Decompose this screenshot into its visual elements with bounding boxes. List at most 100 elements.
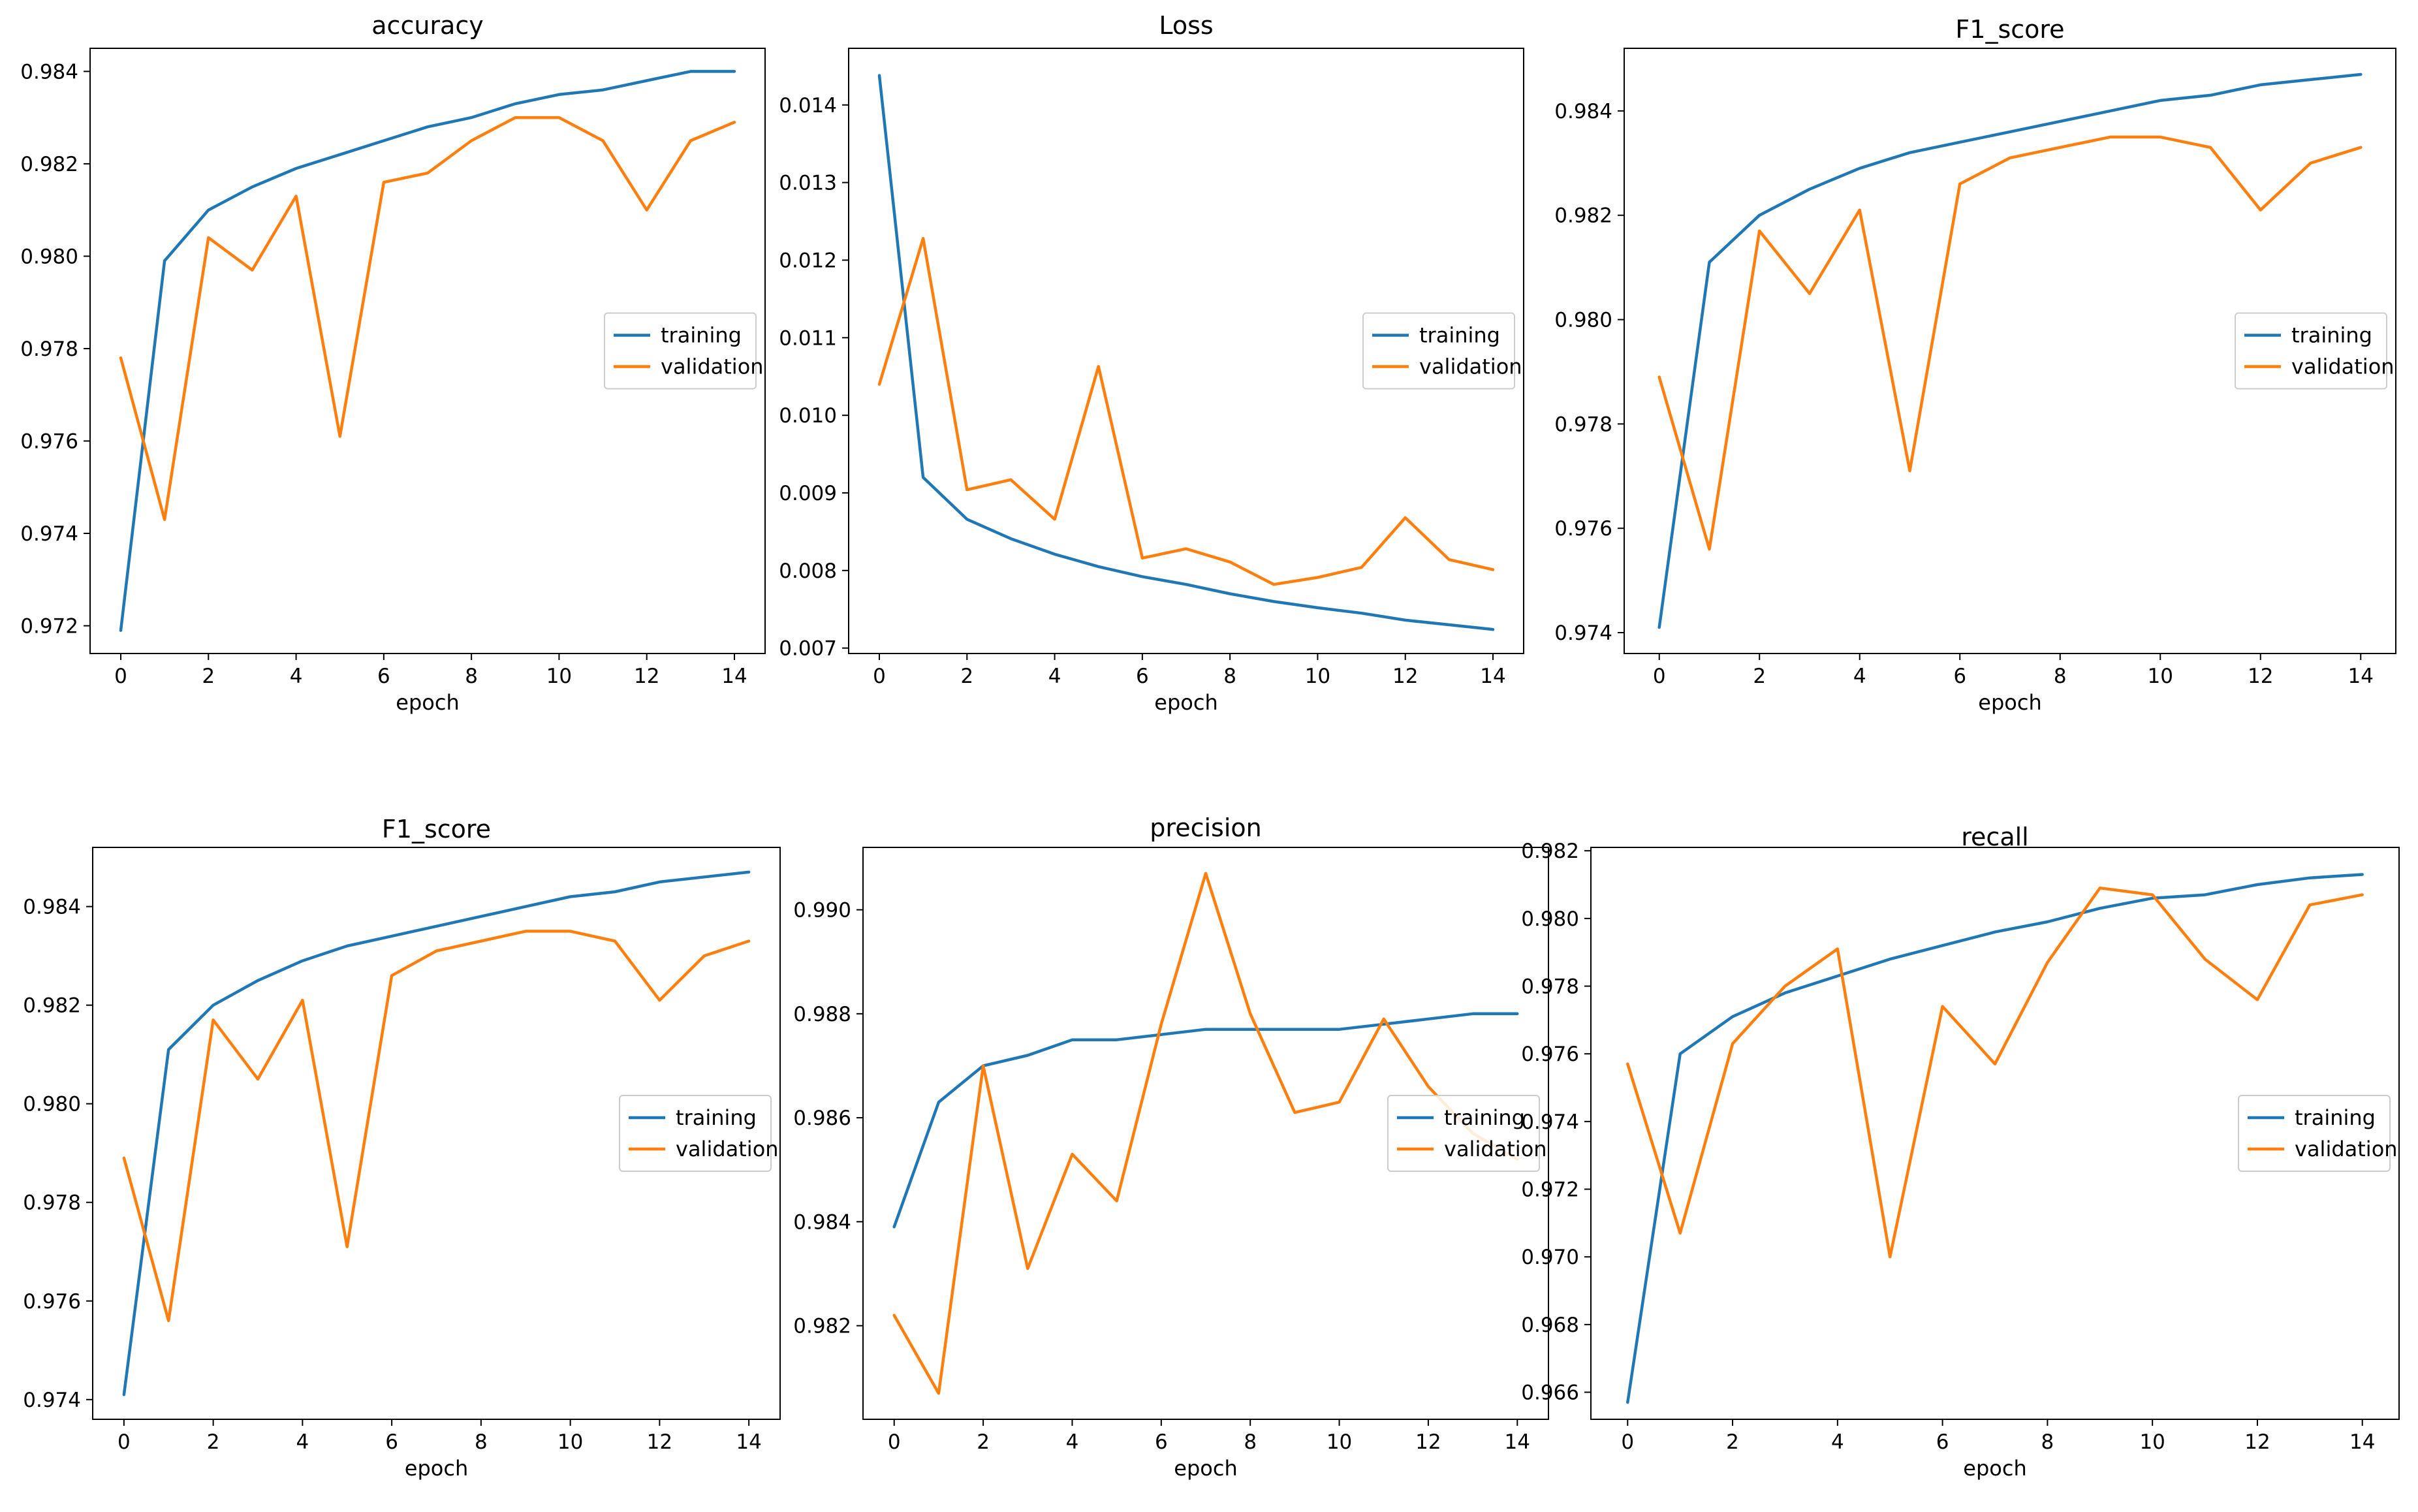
y-tick-label: 0.984 — [20, 60, 78, 84]
x-tick-label: 8 — [2041, 1430, 2054, 1454]
y-tick-label: 0.976 — [20, 430, 78, 453]
x-tick-label: 6 — [1936, 1430, 1949, 1454]
legend-label-validation: validation — [2295, 1137, 2398, 1161]
legend-label-training: training — [1419, 323, 1500, 348]
x-tick-label: 0 — [1653, 665, 1666, 688]
y-tick-label: 0.974 — [20, 522, 78, 546]
y-tick-label: 0.013 — [779, 172, 837, 195]
y-tick-label: 0.982 — [1554, 204, 1612, 228]
x-tick-label: 2 — [1726, 1430, 1739, 1454]
y-tick-label: 0.972 — [20, 615, 78, 638]
x-tick-label: 8 — [2054, 665, 2067, 688]
y-tick-label: 0.980 — [23, 1093, 81, 1116]
y-tick-label: 0.988 — [793, 1003, 851, 1026]
subplot-2-loss: 0 2 4 6 8 10 12 140.0070.0080.0090.0100.0110.01… — [779, 11, 1524, 715]
subplot-3-f1-score: 0 2 4 6 8 10 12 140.9740.9760.9780.9800.9820.98… — [1554, 15, 2396, 715]
chart-title: precision — [1150, 813, 1261, 842]
x-axis-label: epoch — [1963, 1456, 2026, 1481]
y-tick-label: 0.990 — [793, 899, 851, 922]
subplot-6-recall: 0 2 4 6 8 10 12 14 0.966 0.968 0.970 0.972 0.974 0.97… — [1521, 823, 2399, 1481]
y-tick-label: 0.974 — [1521, 1110, 1579, 1134]
x-tick-label: 12 — [1415, 1430, 1441, 1454]
chart-title: accuracy — [371, 11, 483, 40]
x-tick-label: 0 — [114, 665, 127, 688]
x-axis-label: epoch — [1154, 690, 1217, 715]
figure: 0 2 4 6 8 10 12 14 0.972 0.974 0.976 0.978 0.980 0.98… — [0, 0, 2418, 1512]
y-tick-label: 0.978 — [1521, 975, 1579, 999]
y-tick-label: 0.980 — [1554, 309, 1612, 332]
x-tick-label: 0 — [873, 665, 886, 688]
x-tick-label: 2 — [207, 1430, 220, 1454]
x-tick-label: 2 — [960, 665, 973, 688]
y-tick-label: 0.980 — [20, 245, 78, 268]
x-tick-label: 10 — [546, 665, 572, 688]
legend-label-validation: validation — [676, 1137, 779, 1161]
legend-label-validation: validation — [1444, 1137, 1547, 1161]
x-tick-label: 8 — [475, 1430, 488, 1454]
x-tick-label: 6 — [1136, 665, 1149, 688]
y-tick-label: 0.972 — [1521, 1178, 1579, 1202]
y-tick-label: 0.012 — [779, 249, 837, 272]
x-tick-label: 0 — [888, 1430, 901, 1454]
y-tick-label: 0.010 — [779, 404, 837, 428]
x-axis-label: epoch — [1978, 690, 2041, 715]
legend: training validation — [1363, 313, 1522, 389]
x-tick-label: 10 — [1327, 1430, 1352, 1454]
legend: training validation — [2235, 313, 2394, 389]
y-tick-label: 0.008 — [779, 559, 837, 583]
x-tick-label: 12 — [1392, 665, 1418, 688]
y-tick-label: 0.984 — [793, 1210, 851, 1234]
y-tick-label: 0.982 — [1521, 840, 1579, 863]
x-tick-label: 10 — [2148, 665, 2173, 688]
x-tick-label: 0 — [118, 1430, 131, 1454]
y-tick-label: 0.976 — [1554, 517, 1612, 541]
x-tick-label: 12 — [634, 665, 659, 688]
x-tick-label: 12 — [2248, 665, 2273, 688]
x-tick-label: 4 — [1831, 1430, 1844, 1454]
series-line-validation — [879, 238, 1493, 584]
x-tick-label: 6 — [1953, 665, 1966, 688]
legend: training validation — [2238, 1095, 2398, 1171]
y-tick-label: 0.007 — [779, 637, 837, 661]
subplot-4-f1-score: 0 2 4 6 8 10 12 14 0.974 0.976 0.978 0.980 0.982 0.98… — [23, 815, 780, 1481]
y-tick-label: 0.968 — [1521, 1314, 1579, 1337]
chart-title: Loss — [1159, 11, 1213, 40]
x-tick-label: 6 — [377, 665, 390, 688]
y-tick-label: 0.974 — [1554, 622, 1612, 645]
x-tick-label: 12 — [647, 1430, 672, 1454]
y-tick-label: 0.009 — [779, 482, 837, 505]
y-tick-label: 0.970 — [1521, 1246, 1579, 1269]
y-tick-label: 0.984 — [23, 896, 81, 919]
x-tick-label: 0 — [1621, 1430, 1634, 1454]
x-tick-label: 4 — [290, 665, 303, 688]
y-tick-label: 0.980 — [1521, 907, 1579, 931]
x-tick-label: 4 — [1048, 665, 1061, 688]
y-tick-label: 0.978 — [20, 338, 78, 361]
x-axis-label: epoch — [1174, 1456, 1237, 1481]
x-tick-label: 6 — [1155, 1430, 1168, 1454]
x-tick-label: 6 — [385, 1430, 398, 1454]
x-tick-label: 4 — [296, 1430, 309, 1454]
legend-label-training: training — [2295, 1105, 2376, 1130]
legend-label-validation: validation — [661, 354, 764, 379]
y-tick-label: 0.982 — [23, 994, 81, 1018]
chart-title: recall — [1961, 823, 2028, 851]
x-tick-label: 2 — [977, 1430, 990, 1454]
x-axis-label: epoch — [405, 1456, 468, 1481]
x-tick-label: 12 — [2244, 1430, 2270, 1454]
y-tick-label: 0.976 — [23, 1290, 81, 1314]
legend-label-training: training — [661, 323, 742, 348]
x-tick-label: 8 — [1223, 665, 1236, 688]
legend-label-training: training — [676, 1105, 757, 1130]
chart-title: F1_score — [382, 815, 491, 843]
x-tick-label: 4 — [1853, 665, 1866, 688]
y-tick-label: 0.966 — [1521, 1381, 1579, 1405]
x-tick-label: 10 — [2139, 1430, 2165, 1454]
chart-title: F1_score — [1955, 15, 2064, 44]
series-line-validation — [1627, 888, 2362, 1257]
x-tick-label: 8 — [1244, 1430, 1257, 1454]
y-tick-label: 0.014 — [779, 94, 837, 118]
y-tick-label: 0.011 — [779, 326, 837, 350]
x-tick-label: 4 — [1066, 1430, 1079, 1454]
x-tick-label: 14 — [1480, 665, 1505, 688]
